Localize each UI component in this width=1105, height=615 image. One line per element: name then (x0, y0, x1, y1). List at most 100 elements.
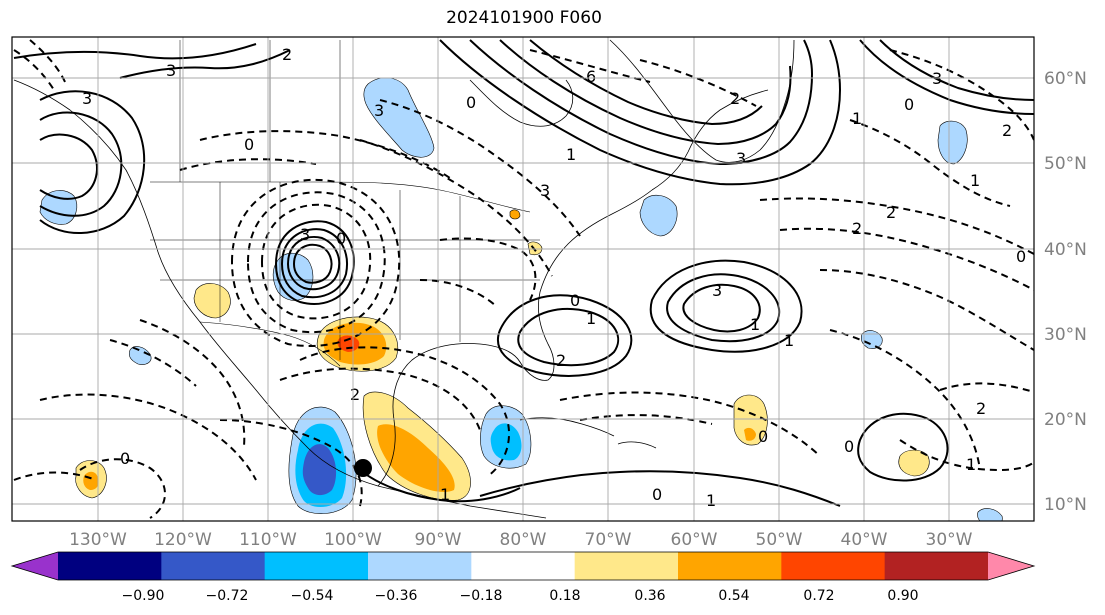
shade-blue-atlantic-ne (937, 120, 968, 165)
us-mexico-border (199, 321, 341, 367)
shade-yellow-atlantic-2 (898, 449, 930, 477)
colorbar-cell (781, 552, 886, 580)
lat-label: 10°N (1044, 495, 1087, 515)
contour-northwest-2 (119, 49, 291, 79)
contour-north-band-1 (439, 39, 842, 186)
contour-label: 1 (440, 485, 450, 504)
shade-yellow-baja (193, 283, 231, 319)
dashed-atlantic-4 (779, 227, 1034, 291)
dashed-atlantic-7 (939, 382, 1034, 393)
lon-label: 90°W (415, 530, 462, 550)
contour-pacific-high-1 (39, 90, 146, 234)
lon-label: 50°W (756, 530, 803, 550)
colorbar-outline (10, 551, 1036, 581)
contour-label: 2 (350, 385, 360, 404)
dashed-west-2 (109, 339, 197, 387)
contour-label: 1 (706, 491, 716, 510)
hispaniola (617, 441, 657, 449)
contour-label: 1 (966, 455, 976, 474)
contour-label: 2 (852, 219, 862, 238)
colorbar-cell (264, 552, 369, 580)
dashed-atlantic-1 (559, 391, 821, 457)
contour-low-center-3 (286, 236, 341, 291)
dashed-north-4 (179, 158, 317, 171)
dashed-atlantic-5 (819, 269, 1034, 351)
lon-label: 40°W (841, 530, 888, 550)
dashed-east-1 (899, 439, 1034, 472)
colorbar-cell (161, 552, 266, 580)
shade-yellow-atlantic-1 (733, 394, 768, 446)
contour-label: 0 (336, 229, 346, 248)
dashed-atlantic-2 (579, 414, 713, 425)
contour-gulf-zero (359, 469, 521, 503)
contour-label: 6 (586, 67, 596, 86)
contour-label: 0 (758, 427, 768, 446)
contour-north-band-3 (499, 39, 792, 146)
dashed-pacific-2 (39, 393, 257, 481)
contour-label: 0 (466, 93, 476, 112)
contour-label: 3 (300, 225, 310, 244)
contour-pacific-high-3 (39, 133, 98, 200)
contour-northeast-2 (879, 39, 1034, 101)
contour-value-labels: 3 2 3 0 3 3 0 6 3 0 1 2 3 0 1 2 1 3 2 3 … (82, 45, 1026, 510)
dashed-ring-low-2 (246, 191, 386, 334)
dashed-nw-coast (13, 49, 55, 91)
shade-blue-small-3 (977, 508, 1003, 521)
contour-atlantic-high-1 (649, 259, 803, 353)
contour-label: 1 (970, 171, 980, 190)
contour-label: 2 (976, 399, 986, 418)
colorbar-tick-label: −0.36 (375, 588, 418, 604)
colorbar-cells (12, 552, 1034, 580)
colorbar-extend-high (988, 552, 1034, 580)
colorbar-cell (58, 552, 162, 580)
contour-label: 3 (82, 89, 92, 108)
contour-label: 2 (1002, 121, 1012, 140)
colorbar-tick-label: 0.18 (549, 588, 580, 604)
shade-red-texas (337, 335, 360, 352)
contour-label: 1 (784, 331, 794, 350)
contour-label: 0 (120, 449, 130, 468)
colorbar-tick-label: 0.72 (803, 588, 834, 604)
dashed-pacific-0 (79, 458, 166, 519)
dashed-west-1 (139, 319, 246, 447)
contour-caribbean (479, 470, 841, 507)
colorbar-tick-label: 0.36 (634, 588, 665, 604)
dashed-east-ocean-2 (419, 279, 497, 307)
dashed-atlantic-3 (759, 197, 1034, 255)
contour-mid-atlantic-2 (517, 308, 619, 367)
dashed-east-ocean (439, 237, 537, 301)
contour-label: 0 (244, 135, 254, 154)
contour-label: 3 (166, 61, 176, 80)
dashed-contours (13, 39, 1034, 519)
lon-label: 30°W (926, 530, 973, 550)
lat-label: 40°N (1044, 240, 1087, 260)
lat-label: 50°N (1044, 154, 1087, 174)
contour-north-band-2 (469, 39, 814, 166)
longitude-labels: 130°W 120°W 110°W 100°W 90°W 80°W 70°W 6… (69, 530, 973, 550)
contour-label: 0 (1016, 247, 1026, 266)
lon-label: 130°W (69, 530, 127, 550)
dashed-north-1 (379, 99, 581, 237)
lat-label: 60°N (1044, 69, 1087, 89)
latitude-labels: 10°N 20°N 30°N 40°N 50°N 60°N (1044, 69, 1087, 515)
contour-label: 2 (282, 45, 292, 64)
colorbar-cell (678, 552, 782, 580)
colorbar-tick-label: −0.18 (460, 588, 503, 604)
dashed-canada-1 (529, 49, 651, 83)
colorbar-tick-label: −0.54 (291, 588, 334, 604)
contour-atlantic-high-3 (682, 283, 761, 333)
contour-northeast-1 (859, 39, 1034, 115)
contour-label: 3 (932, 69, 942, 88)
greenland (609, 39, 795, 163)
contour-north-band-4 (529, 39, 763, 126)
dashed-gulf-1 (299, 346, 511, 477)
contour-low-center-2 (280, 228, 348, 299)
contour-pacific-high-2 (39, 111, 123, 217)
shade-blue-plains (272, 252, 314, 301)
colorbar-cell (368, 552, 472, 580)
lon-label: 60°W (671, 530, 718, 550)
gulf-coast (377, 189, 653, 487)
lon-label: 120°W (154, 530, 212, 550)
dashed-gulf-2 (279, 367, 481, 431)
colorbar-extend-low (12, 552, 58, 580)
